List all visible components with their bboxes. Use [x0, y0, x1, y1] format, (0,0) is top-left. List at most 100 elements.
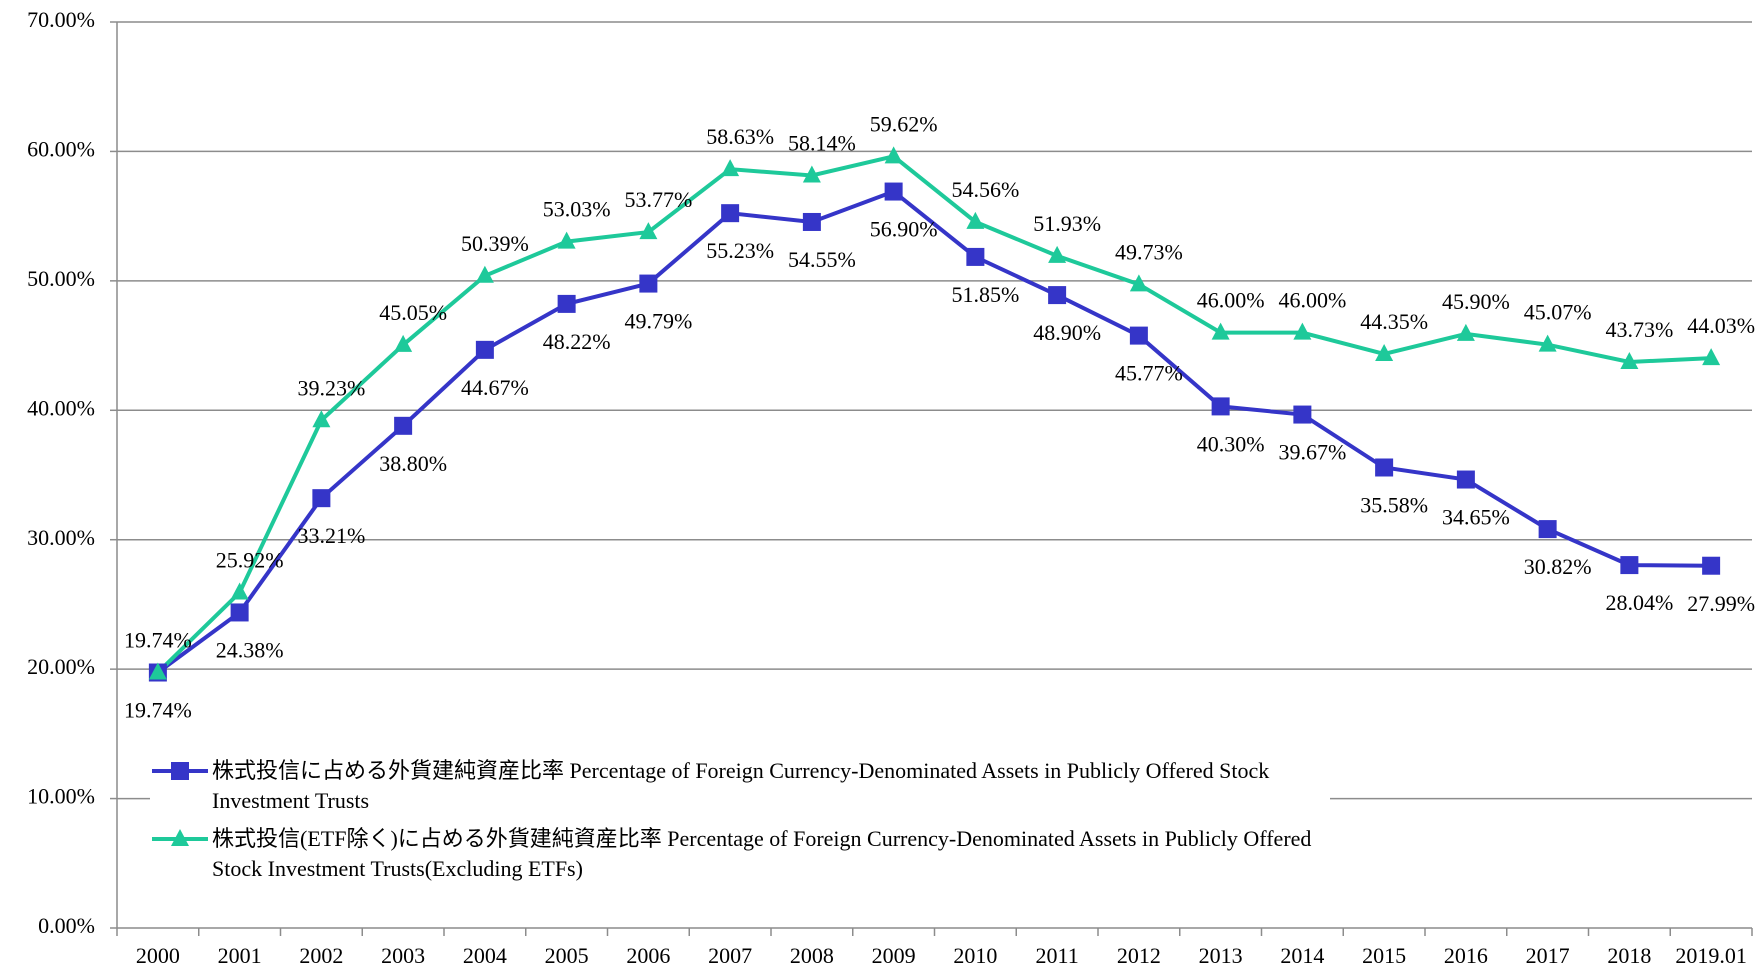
data-label: 53.03% — [543, 197, 611, 222]
y-tick-label: 70.00% — [27, 7, 95, 32]
data-label: 24.38% — [216, 638, 284, 663]
x-tick-label: 2008 — [790, 943, 834, 968]
marker — [557, 294, 576, 313]
data-label: 46.00% — [1278, 288, 1346, 313]
legend-symbol — [152, 762, 208, 780]
marker — [475, 265, 494, 283]
x-tick-label: 2018 — [1607, 943, 1651, 968]
x-tick-label: 2013 — [1199, 943, 1243, 968]
marker — [1375, 458, 1394, 477]
data-label: 27.99% — [1687, 591, 1755, 616]
data-label: 44.35% — [1360, 309, 1428, 334]
marker — [394, 416, 413, 435]
x-tick-label: 2011 — [1036, 943, 1079, 968]
data-label: 50.39% — [461, 231, 529, 256]
marker — [884, 182, 903, 201]
marker — [721, 204, 740, 223]
data-label: 55.23% — [706, 238, 774, 263]
x-tick-label: 2009 — [872, 943, 916, 968]
data-label: 59.62% — [870, 111, 938, 136]
marker — [1538, 334, 1557, 352]
legend-item: 株式投信(ETF除く)に占める外貨建純資産比率 Percentage of Fo… — [150, 824, 1330, 884]
marker — [639, 274, 658, 293]
marker — [1211, 322, 1230, 340]
marker — [1129, 274, 1148, 292]
data-label: 19.74% — [124, 628, 192, 653]
marker — [312, 410, 331, 428]
x-tick-label: 2005 — [545, 943, 589, 968]
data-label: 39.67% — [1278, 440, 1346, 465]
legend-marker — [171, 762, 189, 780]
data-label: 44.03% — [1687, 313, 1755, 338]
x-tick-label: 2003 — [381, 943, 425, 968]
data-label: 58.14% — [788, 131, 856, 156]
data-label: 49.73% — [1115, 239, 1183, 264]
marker — [1375, 343, 1394, 361]
data-label: 53.77% — [624, 187, 692, 212]
data-label: 34.65% — [1442, 505, 1510, 530]
marker — [1456, 323, 1475, 341]
x-tick-label: 2007 — [708, 943, 752, 968]
legend-symbol — [152, 829, 208, 846]
x-tick-label: 2010 — [953, 943, 997, 968]
x-tick-label: 2015 — [1362, 943, 1406, 968]
x-tick-label: 2002 — [299, 943, 343, 968]
marker — [966, 247, 985, 266]
y-tick-label: 40.00% — [27, 395, 95, 420]
marker — [230, 603, 249, 622]
data-label: 44.67% — [461, 375, 529, 400]
marker — [1456, 470, 1475, 489]
marker — [639, 222, 658, 240]
data-label: 45.90% — [1442, 289, 1510, 314]
data-label: 56.90% — [870, 217, 938, 242]
marker — [966, 211, 985, 229]
data-label: 48.22% — [543, 329, 611, 354]
x-tick-label: 2016 — [1444, 943, 1488, 968]
marker — [1293, 322, 1312, 340]
y-tick-label: 10.00% — [27, 784, 95, 809]
data-label: 45.77% — [1115, 361, 1183, 386]
marker — [557, 231, 576, 249]
marker — [1620, 556, 1639, 575]
marker — [721, 159, 740, 177]
data-label: 40.30% — [1197, 431, 1265, 456]
y-tick-label: 50.00% — [27, 266, 95, 291]
data-label: 28.04% — [1605, 590, 1673, 615]
legend-label: 株式投信(ETF除く)に占める外貨建純資産比率 Percentage of Fo… — [212, 826, 1312, 881]
x-tick-label: 2019.01 — [1675, 943, 1747, 968]
marker — [475, 340, 494, 359]
data-label: 33.21% — [297, 523, 365, 548]
data-label: 45.07% — [1524, 300, 1592, 325]
data-label: 30.82% — [1524, 554, 1592, 579]
data-label: 38.80% — [379, 451, 447, 476]
legend-item: 株式投信に占める外貨建純資産比率 Percentage of Foreign C… — [150, 756, 1330, 816]
marker — [230, 582, 249, 600]
marker — [802, 212, 821, 231]
marker — [1702, 348, 1721, 366]
y-tick-label: 20.00% — [27, 654, 95, 679]
y-tick-label: 30.00% — [27, 525, 95, 550]
x-tick-label: 2000 — [136, 943, 180, 968]
marker — [1048, 245, 1067, 263]
x-tick-label: 2006 — [626, 943, 670, 968]
data-label: 43.73% — [1605, 317, 1673, 342]
marker — [1048, 286, 1067, 305]
x-tick-label: 2017 — [1526, 943, 1570, 968]
marker — [394, 334, 413, 352]
marker — [1538, 520, 1557, 539]
marker — [1129, 326, 1148, 345]
marker — [884, 146, 903, 164]
marker — [1702, 556, 1721, 575]
x-tick-label: 2001 — [218, 943, 262, 968]
x-tick-label: 2014 — [1280, 943, 1324, 968]
data-label: 54.55% — [788, 247, 856, 272]
x-tick-label: 2004 — [463, 943, 507, 968]
series-line — [156, 189, 1712, 675]
legend: 株式投信に占める外貨建純資産比率 Percentage of Foreign C… — [150, 748, 1330, 900]
marker — [312, 489, 331, 508]
y-tick-label: 0.00% — [38, 913, 95, 938]
data-label: 48.90% — [1033, 320, 1101, 345]
y-tick-label: 60.00% — [27, 136, 95, 161]
